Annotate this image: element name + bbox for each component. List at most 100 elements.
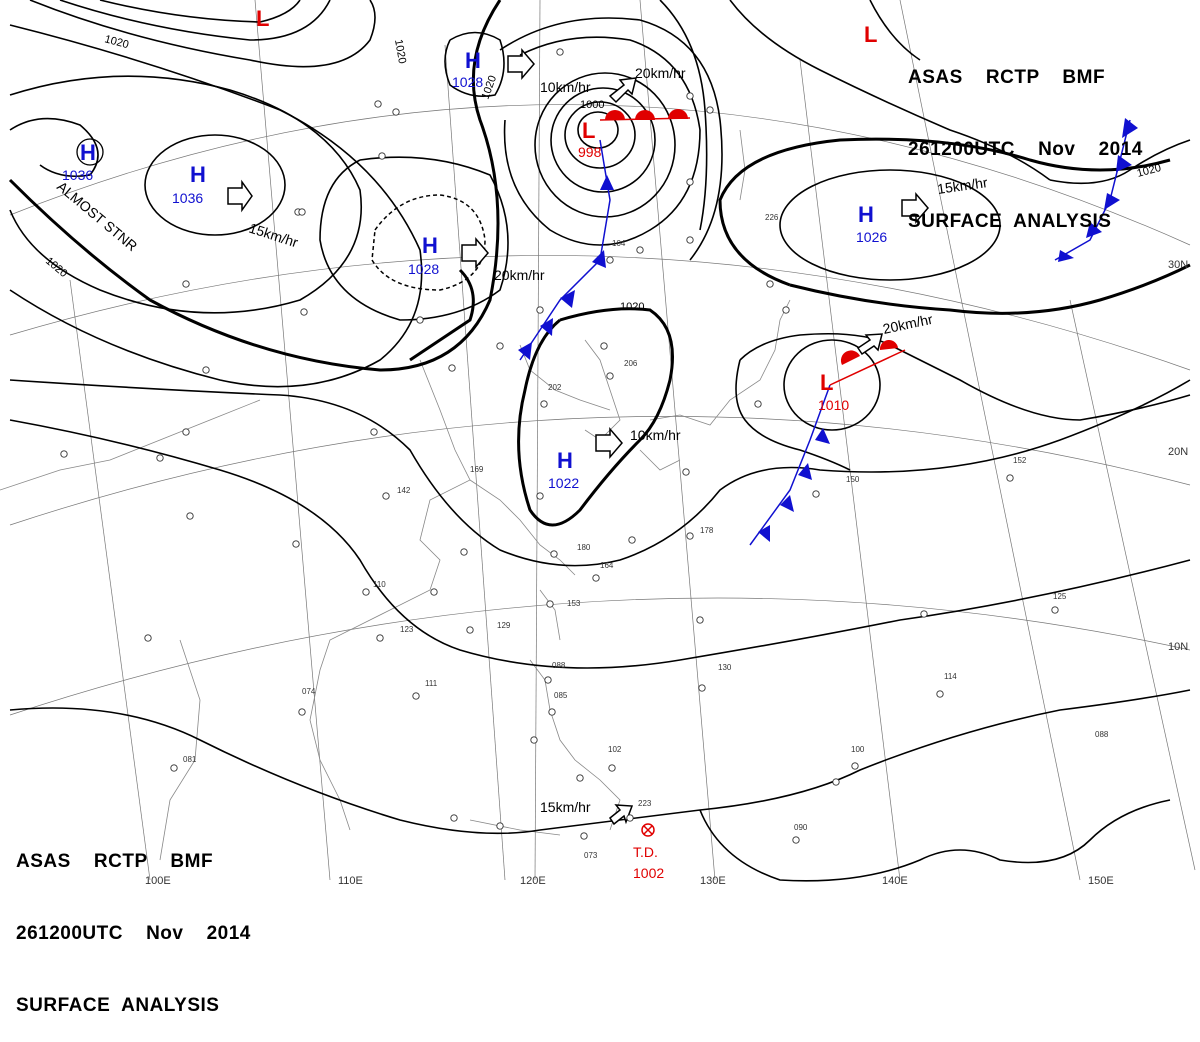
high-pressure-value: 1028 <box>408 261 439 277</box>
station-marker <box>851 762 859 770</box>
station-value: 110 <box>373 580 386 589</box>
isobars <box>8 0 1191 882</box>
high-symbol: H <box>190 162 206 187</box>
motion-label: 15km/hr <box>540 799 591 815</box>
station-value: 088 <box>552 661 566 670</box>
station-marker <box>186 512 194 520</box>
longitude-label: 110E <box>338 875 363 887</box>
station-marker <box>496 342 504 350</box>
isobar-label: 1020 <box>392 38 408 64</box>
station-value: 114 <box>944 672 957 681</box>
motion-label: 10km/hr <box>540 79 591 95</box>
station-marker <box>548 708 556 716</box>
station-marker <box>606 372 614 380</box>
coastlines <box>0 129 791 861</box>
station-value: 123 <box>400 625 414 634</box>
high-symbol: H <box>80 140 96 165</box>
latitude-label: 10N <box>1168 641 1188 653</box>
motion-label: 20km/hr <box>635 65 686 81</box>
station-value: 090 <box>794 823 808 832</box>
low-symbol: L <box>256 6 269 31</box>
high-symbol: H <box>465 48 481 73</box>
high-pressure-value: 1036 <box>172 190 203 206</box>
station-marker <box>1006 474 1014 482</box>
motion-label: 20km/hr <box>494 267 545 283</box>
station-value: 169 <box>470 465 484 474</box>
station-marker <box>576 774 584 782</box>
station-marker <box>626 814 634 822</box>
header-line-2: 261200UTC Nov 2014 <box>16 923 251 944</box>
station-marker <box>686 92 694 100</box>
station-marker <box>298 708 306 716</box>
high-pressure-value: 1036 <box>62 167 93 183</box>
station-marker <box>392 108 400 116</box>
motion-label: 15km/hr <box>936 174 989 197</box>
station-marker <box>556 48 564 56</box>
station-marker <box>496 822 504 830</box>
station-marker <box>448 364 456 372</box>
station-marker <box>1051 606 1059 614</box>
station-marker <box>292 540 300 548</box>
station-marker <box>686 178 694 186</box>
station-value: 223 <box>638 799 652 808</box>
station-value: 081 <box>183 755 197 764</box>
header-line-3: SURFACE ANALYSIS <box>908 211 1112 232</box>
header-line-2: 261200UTC Nov 2014 <box>908 139 1143 160</box>
station-value: 164 <box>600 561 614 570</box>
station-marker <box>540 400 548 408</box>
station-value: 142 <box>397 486 411 495</box>
station-value: 180 <box>577 543 591 552</box>
motion-label: 10km/hr <box>630 427 681 443</box>
station-marker <box>182 428 190 436</box>
station-marker <box>460 548 468 556</box>
tropical-depression-symbol <box>641 823 655 837</box>
station-value: 150 <box>846 475 860 484</box>
station-marker <box>550 550 558 558</box>
coordinate-labels: 100E 110E 120E 130E 140E 150E 30N 20N 10… <box>145 259 1188 887</box>
station-marker <box>608 764 616 772</box>
station-marker <box>936 690 944 698</box>
station-value: 206 <box>624 359 638 368</box>
station-marker <box>416 316 424 324</box>
station-marker <box>812 490 820 498</box>
station-markers <box>60 48 1059 844</box>
station-value: 129 <box>497 621 511 630</box>
low-symbol: L <box>582 118 595 143</box>
tropical-depression-value: 1002 <box>633 865 664 881</box>
header-top-right: ASAS RCTP BMF 261200UTC Nov 2014 SURFACE… <box>908 18 1143 258</box>
station-marker <box>682 468 690 476</box>
station-marker <box>546 600 554 608</box>
station-marker <box>636 246 644 254</box>
station-marker <box>536 492 544 500</box>
station-marker <box>412 692 420 700</box>
high-symbol: H <box>858 202 874 227</box>
station-value: 226 <box>765 213 779 222</box>
weather-map: H 1036 H 1036 H 1028 H 1028 H 1026 H 102… <box>0 0 1196 887</box>
station-value: 125 <box>1053 592 1067 601</box>
low-symbol: L <box>864 22 877 47</box>
station-value: 102 <box>608 745 622 754</box>
station-marker <box>686 532 694 540</box>
station-marker <box>698 684 706 692</box>
station-marker <box>606 256 614 264</box>
motion-arrows <box>227 47 929 826</box>
station-marker <box>628 536 636 544</box>
station-marker <box>362 588 370 596</box>
station-value: 074 <box>302 687 316 696</box>
station-marker <box>298 208 306 216</box>
station-value: 152 <box>1013 456 1027 465</box>
longitude-label: 140E <box>882 875 908 887</box>
station-marker <box>686 236 694 244</box>
station-marker <box>832 778 840 786</box>
isobar-label: 1000 <box>580 99 604 111</box>
low-pressure-value: 998 <box>578 144 602 160</box>
station-marker <box>202 366 210 374</box>
pressure-centers: H 1036 H 1036 H 1028 H 1028 H 1026 H 102… <box>62 6 887 491</box>
station-marker <box>544 676 552 684</box>
station-value: 104 <box>612 239 626 248</box>
low-symbol: L <box>820 370 833 395</box>
station-marker <box>370 428 378 436</box>
station-value: 202 <box>548 383 562 392</box>
station-marker <box>580 832 588 840</box>
station-value: 130 <box>718 663 732 672</box>
